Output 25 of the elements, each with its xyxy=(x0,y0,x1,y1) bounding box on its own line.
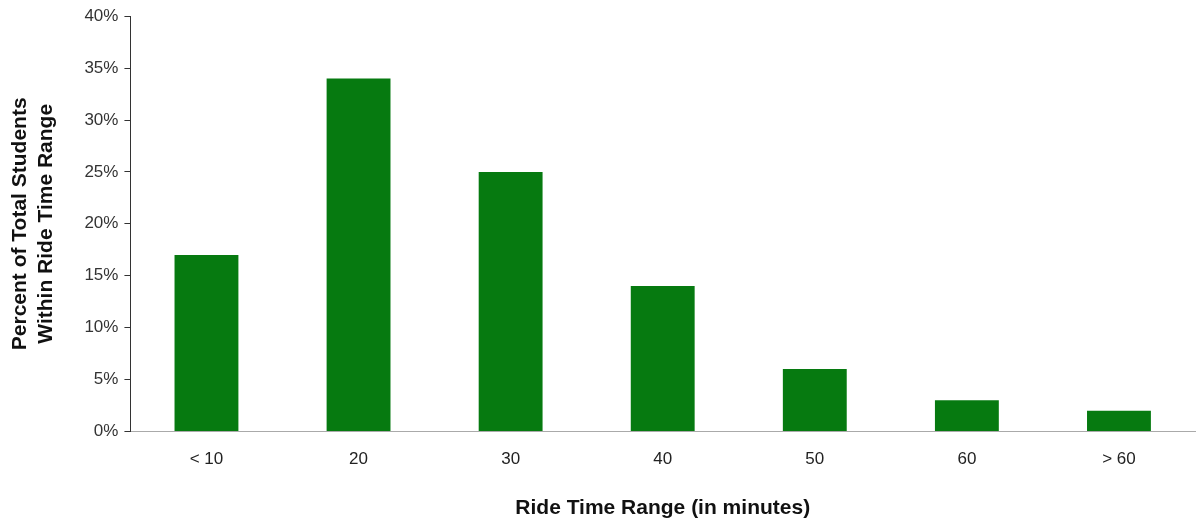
x-tick-label: 40 xyxy=(653,449,673,469)
x-tick-label: 30 xyxy=(501,449,521,469)
bar xyxy=(934,400,999,431)
y-axis-title: Percent of Total Students Within Ride Time Range xyxy=(7,97,56,351)
x-tick-label: 60 xyxy=(957,449,977,469)
bar xyxy=(1087,410,1151,431)
y-tick-label: 10% xyxy=(84,317,119,337)
x-axis-title: Ride Time Range (in minutes) xyxy=(515,495,811,519)
bar xyxy=(630,286,695,431)
y-tick-label: 0% xyxy=(93,421,119,441)
y-tick-label: 15% xyxy=(84,265,119,285)
x-tick-label: > 60 xyxy=(1102,449,1136,469)
y-tick-label: 20% xyxy=(84,213,119,233)
bar xyxy=(326,78,391,431)
y-tick-label: 40% xyxy=(84,5,119,25)
x-tick-label: 50 xyxy=(805,449,825,469)
y-tick-label: 5% xyxy=(93,369,119,389)
y-tick-label: 30% xyxy=(84,109,119,129)
y-tick-label: 35% xyxy=(84,57,119,77)
bar xyxy=(478,171,543,431)
y-tick-label: 25% xyxy=(84,161,119,181)
bar xyxy=(782,369,847,431)
x-tick-label: < 10 xyxy=(189,449,224,469)
x-tick-label: 20 xyxy=(349,449,369,469)
bar xyxy=(174,254,239,431)
